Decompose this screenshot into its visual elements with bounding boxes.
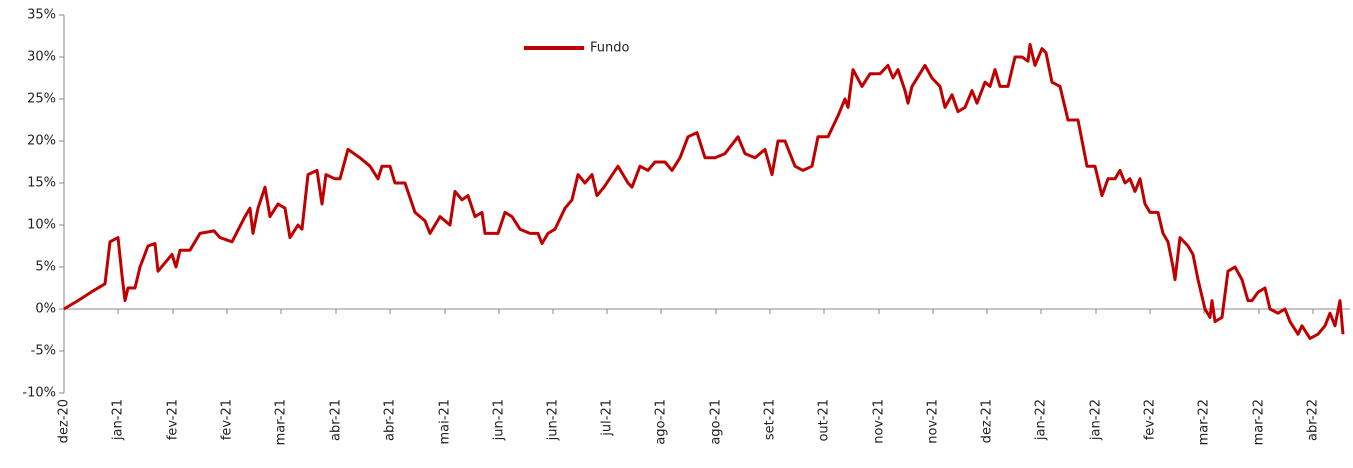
x-tick-label: jan-22 (1089, 399, 1104, 441)
x-tick-label: jan-21 (111, 399, 126, 441)
legend-label: Fundo (590, 41, 629, 56)
x-tick-label: abr-21 (383, 399, 398, 441)
x-tick-label: jun-21 (546, 399, 561, 441)
x-tick-label: nov-21 (926, 399, 941, 444)
y-tick-label: 20% (27, 134, 56, 149)
y-tick-label: 35% (27, 8, 56, 23)
x-tick-label: jul-21 (600, 399, 615, 437)
x-tick-label: nov-21 (872, 399, 887, 444)
x-tick-label: jun-21 (492, 399, 507, 441)
y-tick-label: 30% (27, 50, 56, 65)
x-tick-label: dez-21 (980, 399, 995, 443)
x-tick-label: ago-21 (654, 399, 669, 445)
y-tick-label: 0% (35, 302, 56, 317)
x-tick-label: abr-21 (329, 399, 344, 441)
x-tick-label: fev-21 (220, 399, 235, 440)
y-tick-label: -5% (31, 344, 56, 359)
x-tick-label: set-21 (763, 399, 778, 440)
x-tick-label: fev-21 (166, 399, 181, 440)
x-tick-label: mai-21 (438, 399, 453, 444)
x-tick-label: out-21 (817, 399, 832, 442)
y-tick-label: 5% (35, 260, 56, 275)
x-tick-label: jan-22 (1034, 399, 1049, 441)
x-tick-label: mar-22 (1252, 399, 1267, 445)
x-tick-label: mar-22 (1197, 399, 1212, 445)
y-tick-label: 10% (27, 218, 56, 233)
x-tick-label: dez-20 (57, 399, 72, 443)
y-tick-label: 15% (27, 176, 56, 191)
y-tick-label: -10% (22, 386, 56, 401)
data-line (63, 42, 1345, 340)
y-tick-label: 25% (27, 92, 56, 107)
x-tick-label: mar-21 (274, 399, 289, 445)
x-tick-label: fev-22 (1143, 399, 1158, 440)
x-tick-label: ago-21 (709, 399, 724, 445)
x-tick-label: abr-22 (1306, 399, 1321, 441)
